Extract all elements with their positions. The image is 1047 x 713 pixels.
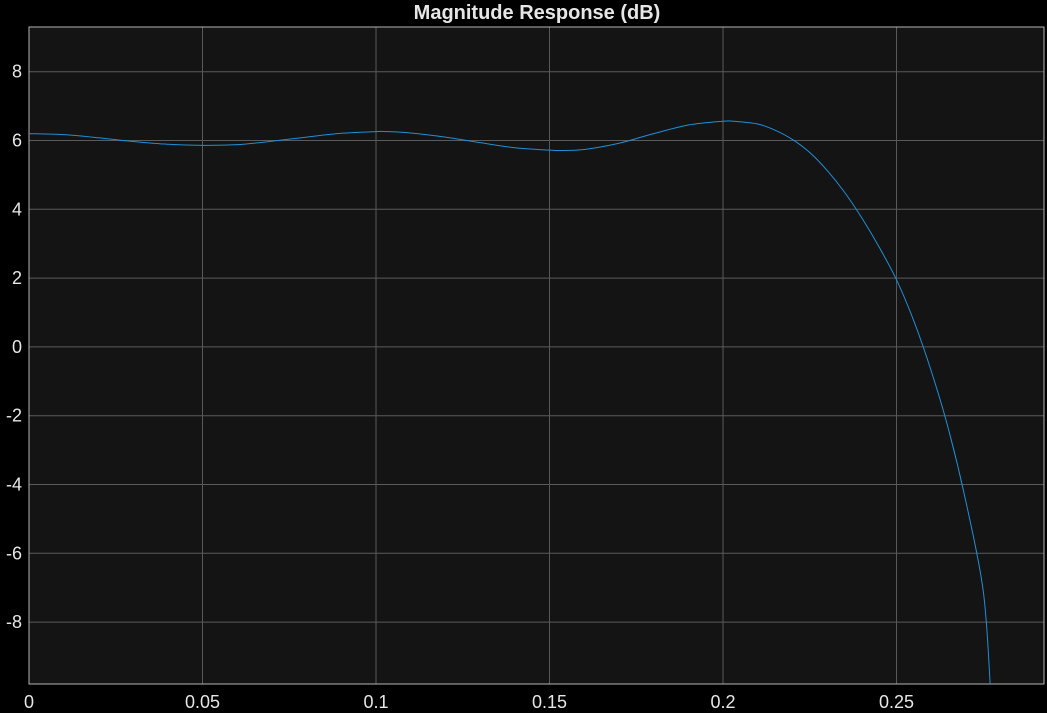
x-tick-label: 0	[24, 692, 34, 712]
magnitude-series-line	[28, 120, 991, 685]
x-tick-label: 0.2	[711, 692, 736, 712]
y-tick-label: -8	[6, 612, 22, 632]
x-tick-label: 0.1	[363, 692, 388, 712]
y-tick-label: -6	[6, 543, 22, 563]
y-tick-label: 8	[12, 62, 22, 82]
y-tick-label: 4	[12, 199, 22, 219]
x-tick-label: 0.05	[185, 692, 220, 712]
y-tick-label: -4	[6, 474, 22, 494]
grid	[28, 27, 1044, 684]
y-tick-label: 6	[12, 131, 22, 151]
x-tick-label: 0.25	[879, 692, 914, 712]
chart-title: Magnitude Response (dB)	[414, 2, 661, 24]
axes-frame	[28, 26, 1045, 685]
y-tick-label: -2	[6, 406, 22, 426]
tick-labels: 0 0.05 0.1 0.15 0.2 0.25 8 6 4 2 0 -2 -4 -6 -8	[6, 62, 914, 712]
y-tick-label: 2	[12, 268, 22, 288]
series-layer	[28, 120, 991, 685]
y-tick-label: 0	[12, 337, 22, 357]
plot-area	[29, 27, 1044, 684]
x-tick-label: 0.15	[532, 692, 567, 712]
